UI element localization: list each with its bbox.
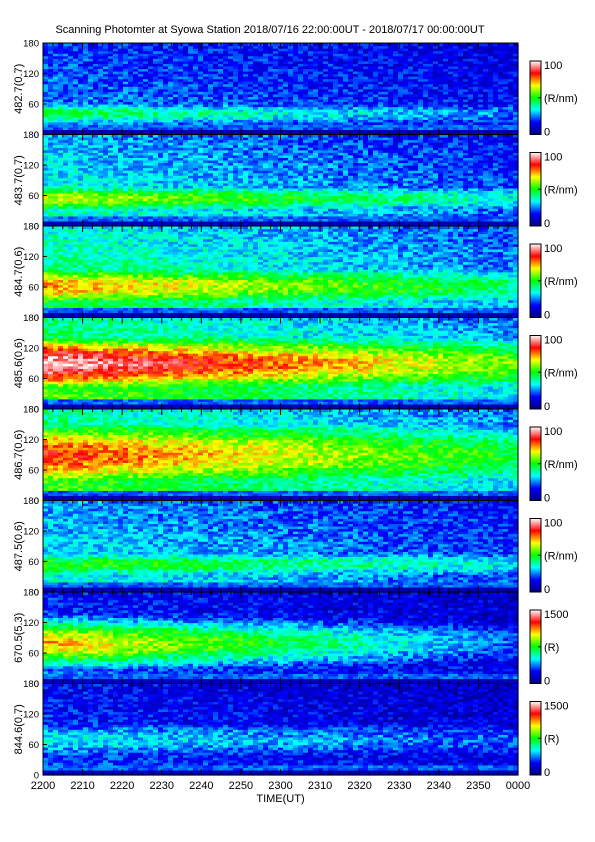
y-tick-label: 60 (28, 100, 39, 111)
y-tick-label: 0 (34, 313, 39, 324)
y-axis-label: 484.7(0.6) (13, 247, 25, 297)
x-tick-label: 2230 (150, 780, 174, 792)
x-tick-label: 2300 (268, 780, 292, 792)
figure-title: Scanning Photomter at Syowa Station 2018… (0, 24, 540, 36)
colorbar-unit-label: (R/nm) (544, 276, 578, 288)
y-tick-label: 60 (28, 191, 39, 202)
x-tick-label: 2200 (31, 780, 55, 792)
y-tick-label: 120 (23, 161, 39, 172)
x-tick-label: 2210 (70, 780, 94, 792)
colorbar-min-label: 0 (544, 401, 550, 413)
colorbar-unit-label: (R/nm) (544, 459, 578, 471)
panel-1 (42, 134, 542, 227)
colorbar-max-label: 1500 (544, 609, 568, 621)
colorbar-min-label: 0 (544, 310, 550, 322)
x-tick-label: 2310 (308, 780, 332, 792)
y-axis-label: 487.5(0.6) (13, 521, 25, 571)
heatmap-image (43, 500, 519, 593)
colorbar-min-label: 0 (544, 218, 550, 230)
heatmap-image (43, 134, 519, 227)
y-tick-label: 60 (28, 466, 39, 477)
y-tick-label: 0 (34, 496, 39, 507)
y-tick-label: 60 (28, 557, 39, 568)
heatmap-image (43, 683, 519, 776)
heatmap-image (43, 592, 519, 685)
colorbar-min-label: 0 (544, 584, 550, 596)
colorbar-min-label: 0 (544, 493, 550, 505)
y-axis-label: 670.5(5.3) (13, 613, 25, 663)
y-tick-label: 60 (28, 283, 39, 294)
y-tick-label: 60 (28, 649, 39, 660)
heatmap-image (43, 226, 519, 319)
y-tick-label: 120 (23, 618, 39, 629)
x-axis-label: TIME(UT) (256, 793, 304, 805)
panel-6 (42, 591, 542, 685)
x-tick-label: 2220 (110, 780, 134, 792)
y-tick-label: 120 (23, 344, 39, 355)
y-tick-label: 0 (34, 771, 39, 782)
y-tick-label: 180 (23, 39, 39, 50)
panel-2 (42, 225, 542, 319)
colorbar-max-label: 100 (544, 518, 562, 530)
y-tick-label: 0 (34, 679, 39, 690)
y-axis-label: 844.6(0.7) (13, 704, 25, 754)
colorbar-max-label: 100 (544, 243, 562, 255)
y-tick-label: 120 (23, 252, 39, 263)
y-tick-label: 120 (23, 710, 39, 721)
y-tick-label: 0 (34, 222, 39, 233)
colorbar-unit-label: (R/nm) (544, 93, 578, 105)
y-tick-label: 0 (34, 130, 39, 141)
y-tick-label: 180 (23, 313, 39, 324)
colorbar-min-label: 0 (544, 127, 550, 139)
y-tick-label: 180 (23, 222, 39, 233)
y-tick-label: 180 (23, 130, 39, 141)
panel-5 (42, 500, 542, 593)
y-axis-label: 486.7(0.6) (13, 430, 25, 480)
panel-7 (42, 683, 542, 776)
y-tick-label: 120 (23, 435, 39, 446)
y-tick-label: 0 (34, 405, 39, 416)
panel-3 (42, 317, 542, 410)
y-tick-label: 180 (23, 496, 39, 507)
colorbar-max-label: 1500 (544, 701, 568, 713)
y-axis-label: 485.6(0.6) (13, 338, 25, 388)
y-tick-label: 60 (28, 740, 39, 751)
y-tick-label: 0 (34, 588, 39, 599)
x-tick-label: 0000 (506, 780, 530, 792)
colorbar-unit-label: (R) (544, 733, 559, 745)
colorbar-max-label: 100 (544, 152, 562, 164)
x-tick-label: 2350 (466, 780, 490, 792)
heatmap-image (43, 43, 519, 136)
y-tick-label: 180 (23, 405, 39, 416)
x-tick-label: 2250 (229, 780, 253, 792)
colorbar-unit-label: (R/nm) (544, 184, 578, 196)
panel-4 (42, 408, 542, 502)
colorbar-unit-label: (R/nm) (544, 550, 578, 562)
colorbar-min-label: 0 (544, 676, 550, 688)
x-tick-label: 2340 (427, 780, 451, 792)
y-tick-label: 180 (23, 588, 39, 599)
y-tick-label: 120 (23, 69, 39, 80)
colorbar-max-label: 100 (544, 60, 562, 72)
colorbar-unit-label: (R/nm) (544, 367, 578, 379)
colorbar-max-label: 100 (544, 426, 562, 438)
heatmap-image (43, 409, 519, 502)
colorbar-unit-label: (R) (544, 642, 559, 654)
heatmap-image (43, 317, 519, 410)
panel-0 (42, 42, 542, 136)
y-tick-label: 120 (23, 527, 39, 538)
x-tick-label: 2330 (387, 780, 411, 792)
y-tick-label: 60 (28, 374, 39, 385)
y-tick-label: 180 (23, 679, 39, 690)
x-tick-label: 2240 (189, 780, 213, 792)
colorbar-max-label: 100 (544, 335, 562, 347)
x-tick-label: 2320 (347, 780, 371, 792)
colorbar-min-label: 0 (544, 767, 550, 779)
y-axis-label: 482.7(0.7) (13, 64, 25, 114)
y-axis-label: 483.7(0.7) (13, 155, 25, 205)
